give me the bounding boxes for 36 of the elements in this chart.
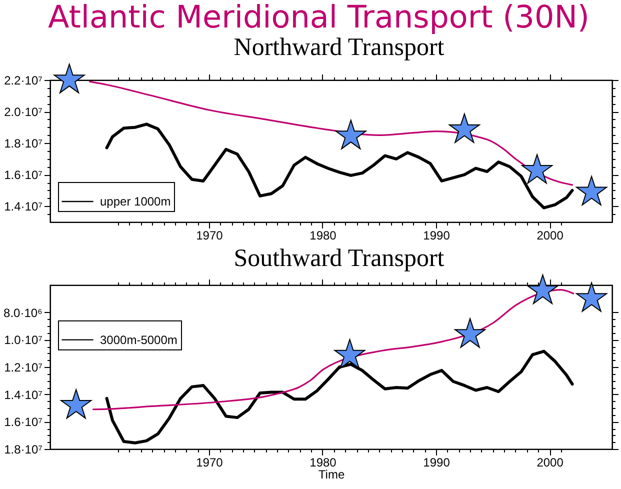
- legend-label: upper 1000m: [100, 194, 171, 208]
- point: [60, 389, 92, 419]
- y-tick-label: 1.8·10⁷: [4, 442, 42, 456]
- y-tick-label: 1.8·10⁷: [4, 136, 42, 151]
- x-tick-label: 1970: [196, 456, 224, 470]
- y-tick-label: 1.6·10⁷: [4, 415, 42, 430]
- point: [576, 176, 608, 206]
- x-tick-label: 1990: [423, 456, 450, 470]
- point: [454, 318, 486, 348]
- y-tick-label: 1.6·10⁷: [4, 168, 42, 182]
- point: [522, 154, 553, 184]
- y-tick-label: 1.4·10⁷: [4, 200, 42, 214]
- chart-title: Southward Transport: [234, 244, 444, 272]
- y-tick-label: 2.2·10⁷: [4, 74, 42, 88]
- x-tick-label: 1990: [423, 228, 450, 242]
- legend-label: 3000m-5000m: [100, 332, 178, 347]
- y-tick-label: 2.0·10⁷: [4, 105, 42, 120]
- point: [334, 338, 366, 369]
- y-tick-label: 8.0·10⁶: [4, 306, 43, 320]
- point: [448, 113, 480, 143]
- y-tick-label: 1.2·10⁷: [4, 360, 42, 374]
- point: [54, 64, 85, 94]
- chart-subtitle: Northward Transport: [234, 34, 444, 62]
- x-tick-label: 2000: [536, 456, 564, 470]
- x-tick-label: 2000: [536, 228, 564, 242]
- y-tick-label: 1.0·10⁷: [4, 333, 42, 348]
- point: [576, 282, 608, 312]
- x-tick-label: 1970: [196, 228, 224, 242]
- x-tick-label: 1980: [310, 228, 337, 242]
- point: [335, 120, 366, 150]
- line-series: [88, 80, 574, 186]
- x-axis-title: Time: [318, 468, 345, 482]
- chart-title: Atlantic Meridional Transport (30N): [48, 0, 590, 36]
- y-tick-label: 1.4·10⁷: [4, 388, 42, 402]
- x-tick-label: 1980: [310, 456, 337, 470]
- point: [527, 274, 558, 304]
